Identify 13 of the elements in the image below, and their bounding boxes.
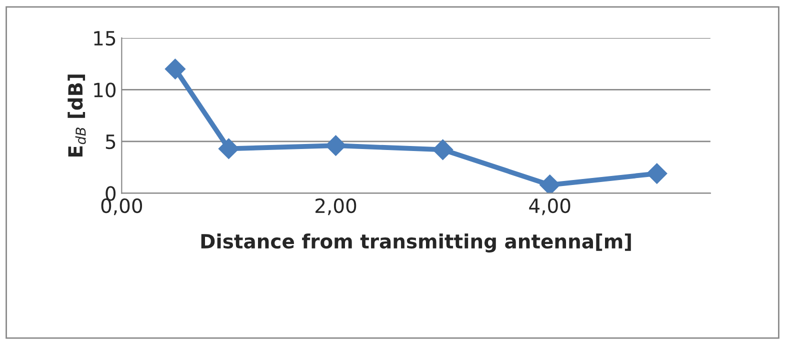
y-tick-label: 5 [106,134,116,150]
point [218,138,240,160]
point [164,58,186,80]
x-axis-title: Distance from transmitting antenna[m] [201,234,631,253]
x-tick-label: 4,00 [529,198,570,216]
point [646,163,668,184]
y-axis-title: E$_{dB}$ [dB] [68,74,86,156]
point [325,135,346,156]
y-tick-label: 10 [94,82,116,98]
point [432,139,454,160]
x-tick-label: 2,00 [316,198,356,216]
y-tick-label: 15 [94,31,116,46]
point [540,174,560,194]
